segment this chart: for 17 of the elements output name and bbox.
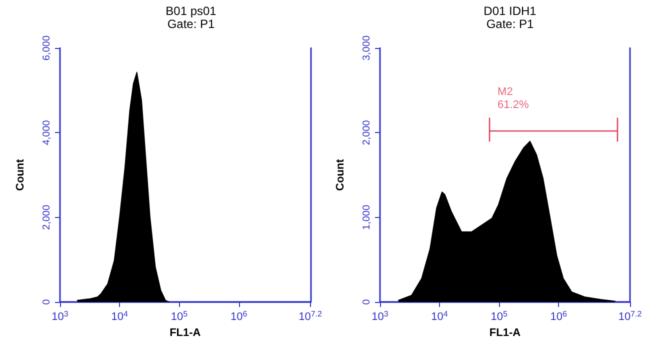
chart-subtitle: Gate: P1 xyxy=(486,17,534,31)
y-tick-label: 1,000 xyxy=(362,204,372,230)
y-tick-label: 3,000 xyxy=(362,35,372,61)
chart-subtitle: Gate: P1 xyxy=(167,17,215,31)
y-tick-label: 0 xyxy=(42,298,52,305)
x-axis-title: FL1-A xyxy=(170,326,201,339)
y-tick-label: 4,000 xyxy=(42,120,52,146)
y-tick-label: 2,000 xyxy=(42,204,52,230)
y-tick-label: 0 xyxy=(362,298,372,305)
y-tick-label: 6,000 xyxy=(42,35,52,61)
chart-title: B01 ps01 xyxy=(166,4,217,18)
x-axis-title: FL1-A xyxy=(489,326,521,339)
y-tick-label: 2,000 xyxy=(362,120,372,146)
annotation: M2 61.2% xyxy=(498,86,529,111)
y-axis-title: Count xyxy=(334,158,346,191)
chart-title: D01 IDH1 xyxy=(484,4,537,18)
y-axis-title: Count xyxy=(14,158,26,191)
